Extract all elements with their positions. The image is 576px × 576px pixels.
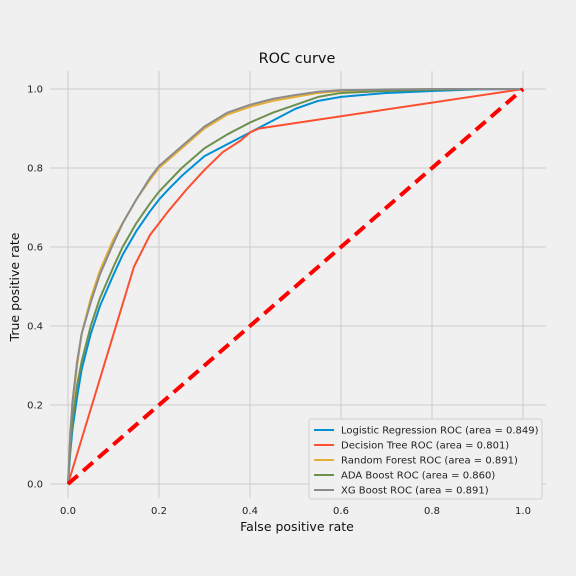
x-tick-label: 0.2 bbox=[151, 506, 167, 517]
y-tick-label: 0.6 bbox=[27, 243, 43, 254]
x-tick-label: 0.0 bbox=[60, 506, 76, 517]
y-tick-label: 0.0 bbox=[27, 480, 43, 491]
legend-label: Random Forest ROC (area = 0.891) bbox=[341, 456, 518, 467]
y-axis-label: True positive rate bbox=[7, 232, 22, 342]
x-tick-label: 1.0 bbox=[515, 506, 531, 517]
y-tick-label: 0.8 bbox=[27, 164, 43, 175]
legend-label: ADA Boost ROC (area = 0.860) bbox=[341, 471, 495, 482]
x-tick-label: 0.4 bbox=[242, 506, 258, 517]
x-tick-label: 0.8 bbox=[424, 506, 440, 517]
x-axis-label: False positive rate bbox=[240, 519, 354, 534]
legend-label: Decision Tree ROC (area = 0.801) bbox=[341, 441, 509, 452]
legend: Logistic Regression ROC (area = 0.849) De… bbox=[309, 419, 542, 499]
legend-label: XG Boost ROC (area = 0.891) bbox=[341, 486, 489, 497]
legend-label: Logistic Regression ROC (area = 0.849) bbox=[341, 426, 539, 437]
chart-title: ROC curve bbox=[259, 51, 336, 67]
y-tick-label: 0.2 bbox=[27, 401, 43, 412]
y-tick-label: 1.0 bbox=[27, 85, 43, 96]
x-tick-label: 0.6 bbox=[333, 506, 349, 517]
y-tick-label: 0.4 bbox=[27, 322, 43, 333]
